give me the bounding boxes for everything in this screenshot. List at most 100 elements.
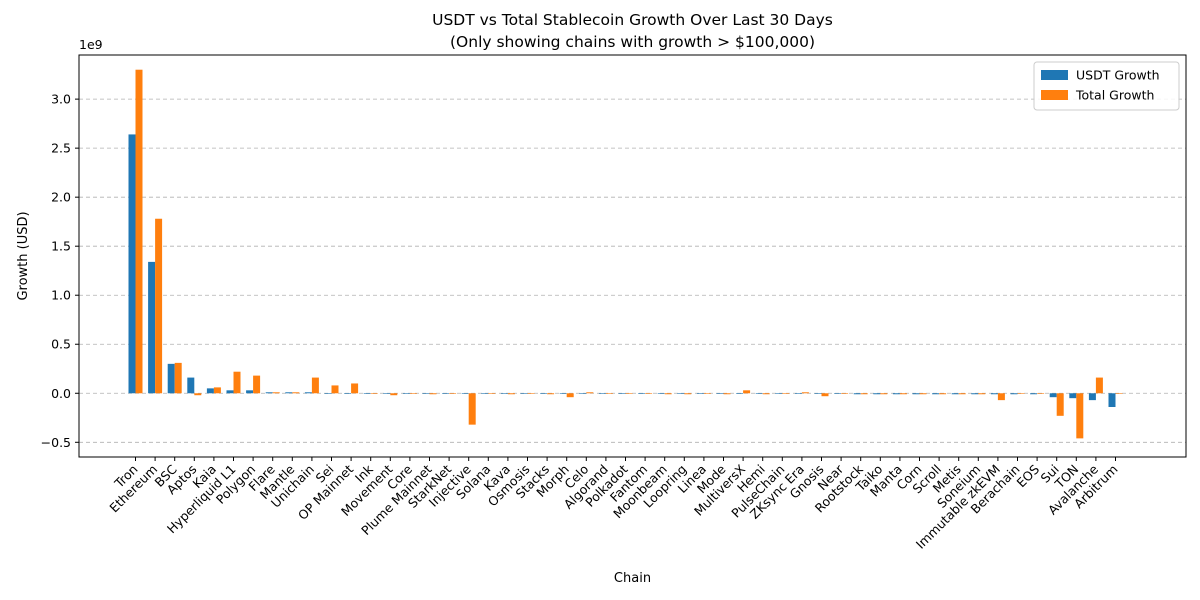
usdt-growth-bar <box>775 393 783 394</box>
total-growth-bar <box>566 393 574 398</box>
total-growth-bar <box>390 393 398 396</box>
total-growth-bar <box>292 392 300 394</box>
usdt-growth-bar <box>814 393 822 394</box>
usdt-growth-bar <box>481 393 489 394</box>
grid-layer <box>79 98 1186 443</box>
usdt-growth-bar <box>442 393 450 394</box>
total-growth-bar <box>213 387 221 394</box>
usdt-growth-bar <box>990 393 998 395</box>
usdt-growth-bar <box>834 393 842 394</box>
usdt-growth-bar <box>402 393 410 394</box>
usdt-growth-bar <box>912 393 920 395</box>
legend: USDT Growth Total Growth <box>1033 61 1180 111</box>
total-growth-bar <box>1076 393 1084 439</box>
chart-subtitle: (Only showing chains with growth > $100,… <box>450 33 815 51</box>
usdt-growth-bar <box>363 393 371 394</box>
usdt-growth-bar <box>187 377 195 394</box>
usdt-growth-bar <box>638 393 646 394</box>
total-growth-bar <box>782 393 790 394</box>
usdt-growth-bar <box>755 393 763 394</box>
total-growth-bar <box>762 393 770 395</box>
legend-label-total: Total Growth <box>1075 88 1154 103</box>
legend-label-usdt: USDT Growth <box>1076 68 1160 83</box>
usdt-growth-bar <box>226 390 234 394</box>
total-growth-bar <box>468 393 476 425</box>
y-axis-label: Growth (USD) <box>16 211 31 300</box>
total-growth-bar <box>723 393 731 395</box>
usdt-growth-bar <box>598 393 606 394</box>
usdt-growth-bar <box>1030 393 1038 395</box>
total-growth-bar <box>645 393 653 394</box>
usdt-growth-bar <box>853 393 861 395</box>
y-tick-label: 1.0 <box>51 288 71 303</box>
total-growth-bar <box>919 393 927 395</box>
total-growth-bar <box>135 69 143 394</box>
usdt-growth-bar <box>1088 393 1096 401</box>
usdt-growth-bar <box>696 393 704 394</box>
total-growth-bar <box>449 393 457 394</box>
y-tick-label: 2.0 <box>51 190 71 205</box>
usdt-growth-bar <box>716 393 724 394</box>
usdt-growth-bar <box>148 261 156 394</box>
usdt-growth-bar <box>951 393 959 395</box>
total-growth-bar <box>1115 393 1123 394</box>
total-growth-bar <box>194 393 202 396</box>
usdt-growth-bar <box>500 393 508 394</box>
usdt-growth-bar <box>383 393 391 394</box>
usdt-growth-bar <box>324 393 332 394</box>
total-growth-bar <box>351 383 359 394</box>
usdt-growth-bar <box>892 393 900 395</box>
total-growth-bar <box>958 393 966 395</box>
usdt-growth-bar <box>794 393 802 394</box>
total-growth-bar <box>899 393 907 395</box>
usdt-growth-bar <box>167 363 175 394</box>
usdt-growth-bar <box>579 393 587 394</box>
y-tick-label: −0.5 <box>41 435 71 450</box>
total-growth-bar <box>488 393 496 394</box>
total-growth-bar <box>703 393 711 394</box>
total-growth-bar <box>1095 377 1103 394</box>
usdt-growth-bar <box>618 393 626 394</box>
usdt-growth-bar <box>206 388 214 394</box>
total-growth-bar <box>1037 393 1045 394</box>
usdt-growth-bar <box>1069 393 1077 399</box>
usdt-growth-bar <box>677 393 685 394</box>
total-growth-bar <box>625 393 633 394</box>
usdt-growth-bar <box>657 393 665 394</box>
legend-swatch-total <box>1041 90 1068 100</box>
total-growth-bar <box>370 393 378 394</box>
total-growth-bar <box>1056 393 1064 416</box>
total-growth-bar <box>821 393 829 397</box>
legend-box <box>1033 61 1180 111</box>
x-axis-label: Chain <box>614 571 651 586</box>
total-growth-bar <box>743 390 751 394</box>
total-growth-bar <box>429 393 437 395</box>
usdt-growth-bar <box>971 393 979 395</box>
total-growth-bar <box>841 393 849 394</box>
usdt-growth-bar <box>285 392 293 394</box>
total-growth-bar <box>409 393 417 394</box>
usdt-growth-bar <box>344 393 352 394</box>
y-tick-label: 0.0 <box>51 386 71 401</box>
y-tick-label: 0.5 <box>51 337 71 352</box>
usdt-growth-bar <box>246 390 254 394</box>
total-growth-bar <box>507 393 515 395</box>
usdt-growth-bar <box>1049 393 1057 398</box>
y-axis: −0.5 0.0 0.5 1.0 1.5 2.0 2.5 3.0 <box>41 92 79 450</box>
usdt-growth-bar <box>128 134 136 394</box>
usdt-growth-bar <box>873 393 881 395</box>
usdt-growth-bar <box>1108 393 1116 407</box>
total-growth-bar <box>664 393 672 395</box>
usdt-growth-bar <box>736 393 744 394</box>
total-growth-bar <box>860 393 868 395</box>
total-growth-bar <box>880 393 888 395</box>
usdt-growth-bar <box>461 393 469 394</box>
total-growth-bar <box>527 393 535 394</box>
y-tick-label: 2.5 <box>51 141 71 156</box>
total-growth-bar <box>801 392 809 394</box>
total-growth-bar <box>586 392 594 394</box>
total-growth-bar <box>547 393 555 395</box>
